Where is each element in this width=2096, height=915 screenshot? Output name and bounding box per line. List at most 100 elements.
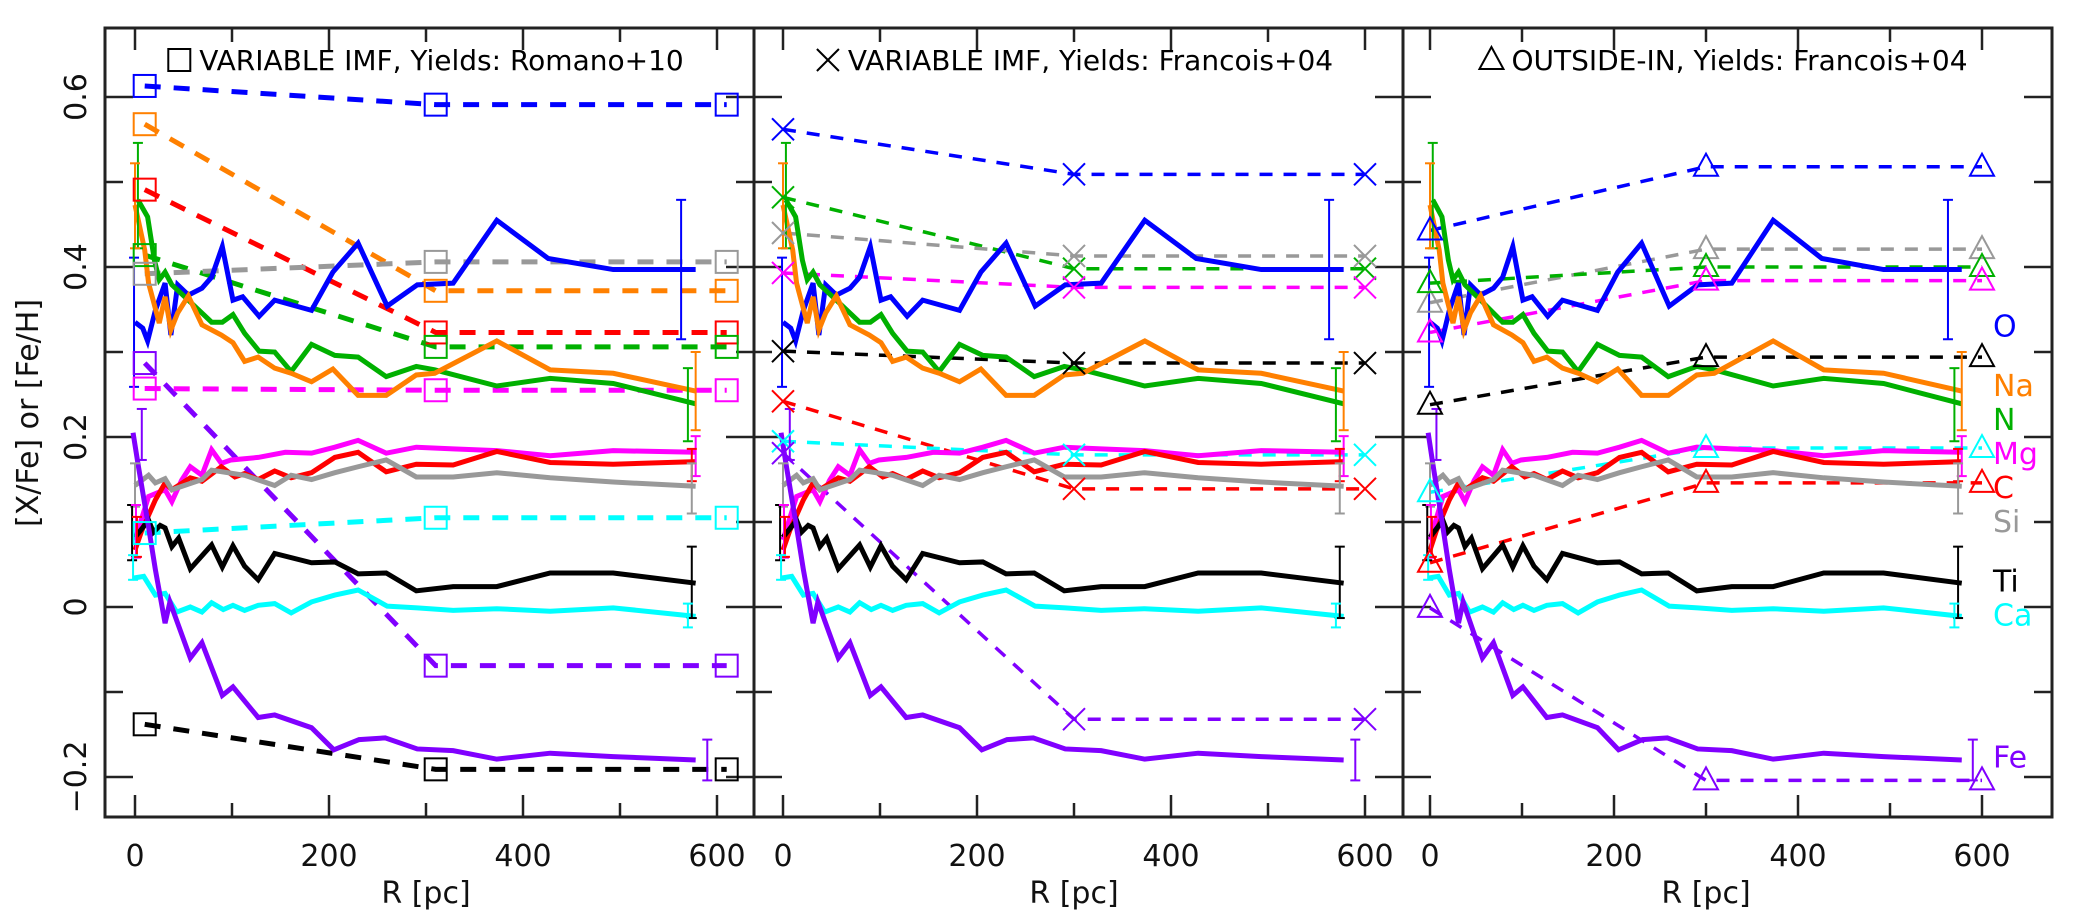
error-bar-o [777,256,788,388]
observed-line-mg [780,437,1344,541]
model-line-mg [144,386,727,393]
model-marker-ca [1968,432,1996,459]
observed-line-ti [1428,515,1963,594]
model-marker-ti [132,712,157,737]
observed-line-fe [130,432,696,763]
model-marker-fe [1062,707,1086,731]
model-marker-ti [1968,342,1996,368]
model-line-fe [1429,606,1982,783]
model-marker-mg [1968,265,1996,291]
observed-line-si [781,457,1344,493]
title-marker-icon [816,48,840,72]
error-bar-si [686,462,697,515]
error-bar-fe [1350,738,1361,782]
model-marker-mg [1692,265,1720,291]
model-marker-n [1353,256,1377,281]
model-marker-c [1416,547,1444,573]
model-marker-c [714,320,739,345]
model-marker-n [132,243,157,268]
panel-title: VARIABLE IMF, Yields: Romano+10 [199,44,683,77]
model-marker-n [1416,268,1444,294]
plot-frame [103,26,756,819]
model-marker-n [714,334,739,359]
model-marker-c [1692,467,1720,493]
x-tick-label: 0 [773,839,792,874]
model-marker-si [1062,244,1086,268]
model-marker-fe [1416,592,1444,618]
panel-francois-variable-imf: 0 200 400 600 R [pc] VARIABLE IMF, Yields: Fr… [752,26,1405,911]
model-marker-ca [423,505,448,530]
model-marker-na [714,278,739,303]
observed-line-o [133,216,696,350]
x-tick-label: 400 [1769,839,1826,874]
error-bar-na [1338,351,1349,432]
x-tick-label: 200 [300,839,357,874]
observed-line-mg [1427,437,1962,541]
model-marker-na [132,112,157,137]
model-marker-si [1416,287,1444,313]
observed-line-o [781,216,1344,350]
plot-frame [752,26,1405,819]
element-label-ca: Ca [1993,599,2032,634]
model-line-n [143,252,727,350]
x-axis-label: R [pc] [1029,876,1118,911]
model-marker-mg [771,261,795,285]
model-line-o [1429,164,1982,233]
observed-line-ti [781,515,1344,594]
element-label-na: Na [1993,369,2034,404]
model-marker-fe [132,351,157,376]
model-marker-mg [132,376,157,401]
model-line-ti [782,349,1365,365]
model-marker-mg [1062,275,1086,300]
model-marker-ca [771,429,795,453]
error-bar-si [1953,462,1964,515]
model-marker-ti [423,757,448,782]
panel-outside-in: 0 200 400 600 R [pc] OUTSIDE-IN, Yields: Fran… [1401,26,2054,911]
error-bar-n [1949,367,1960,443]
model-marker-o [1353,162,1377,187]
model-marker-fe [423,653,448,678]
error-bar-na [1956,351,1967,432]
model-marker-ca [1062,443,1086,467]
observed-line-si [1428,457,1962,493]
model-marker-n [1062,256,1086,281]
observed-line-n [783,198,1345,407]
model-marker-fe [1692,765,1720,791]
y-axis-label: [X/Fe] or [Fe/H] [11,299,46,527]
model-line-c [1429,481,1982,565]
y-tick-label: 0.6 [59,73,94,121]
plot-area [127,73,739,782]
observed-line-fe [778,432,1344,763]
observed-line-ca [132,573,696,619]
model-line-c [782,399,1365,491]
element-label-n: N [1993,403,2015,438]
plot-area [1416,141,1996,791]
model-marker-o [1968,151,1996,177]
model-line-ca [144,515,727,536]
x-tick-label: 600 [1953,839,2010,874]
model-marker-n [1968,251,1996,277]
model-marker-o [771,117,795,142]
panel-title: OUTSIDE-IN, Yields: Francois+04 [1511,44,1967,77]
error-bar-o [676,198,687,341]
observed-line-na [780,204,1345,398]
model-marker-c [1062,477,1086,501]
model-marker-o [1416,215,1444,241]
error-bar-ca [682,602,693,629]
element-label-fe: Fe [1993,740,2027,775]
observed-line-na [132,204,697,398]
plot-area [771,117,1377,782]
x-axis-label: R [pc] [381,876,470,911]
y-axis-label-group: [X/Fe] or [Fe/H] [11,299,46,527]
model-marker-ti [714,757,739,782]
model-marker-c [771,389,795,414]
model-line-mg [1429,278,1982,335]
model-marker-o [1062,162,1086,187]
error-bar-na [1425,162,1435,250]
model-line-ca [1429,446,1982,494]
error-bar-fe [136,407,147,461]
error-bar-si [1334,462,1345,515]
model-marker-ti [1062,351,1086,375]
model-marker-n [423,334,448,359]
model-marker-si [771,221,795,245]
